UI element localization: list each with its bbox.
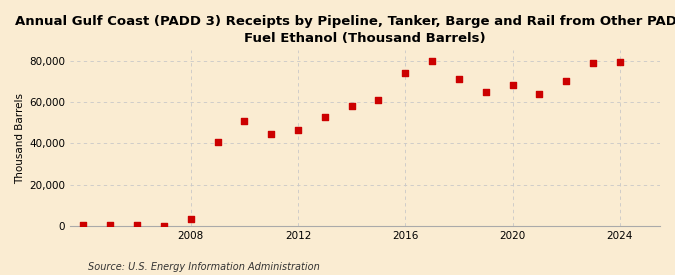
Point — [373, 98, 384, 102]
Point — [212, 140, 223, 144]
Y-axis label: Thousand Barrels: Thousand Barrels — [15, 93, 25, 184]
Point — [427, 59, 437, 63]
Point — [534, 92, 545, 96]
Point — [454, 77, 464, 81]
Point — [266, 132, 277, 136]
Point — [481, 89, 491, 94]
Point — [239, 118, 250, 123]
Point — [105, 223, 115, 227]
Point — [292, 128, 303, 132]
Point — [561, 79, 572, 84]
Point — [132, 223, 142, 227]
Point — [186, 217, 196, 221]
Title: Annual Gulf Coast (PADD 3) Receipts by Pipeline, Tanker, Barge and Rail from Oth: Annual Gulf Coast (PADD 3) Receipts by P… — [15, 15, 675, 45]
Point — [78, 223, 89, 228]
Point — [159, 224, 169, 228]
Point — [507, 83, 518, 88]
Point — [346, 104, 357, 108]
Text: Source: U.S. Energy Information Administration: Source: U.S. Energy Information Administ… — [88, 262, 319, 272]
Point — [587, 60, 598, 65]
Point — [614, 59, 625, 64]
Point — [319, 115, 330, 120]
Point — [400, 71, 410, 75]
